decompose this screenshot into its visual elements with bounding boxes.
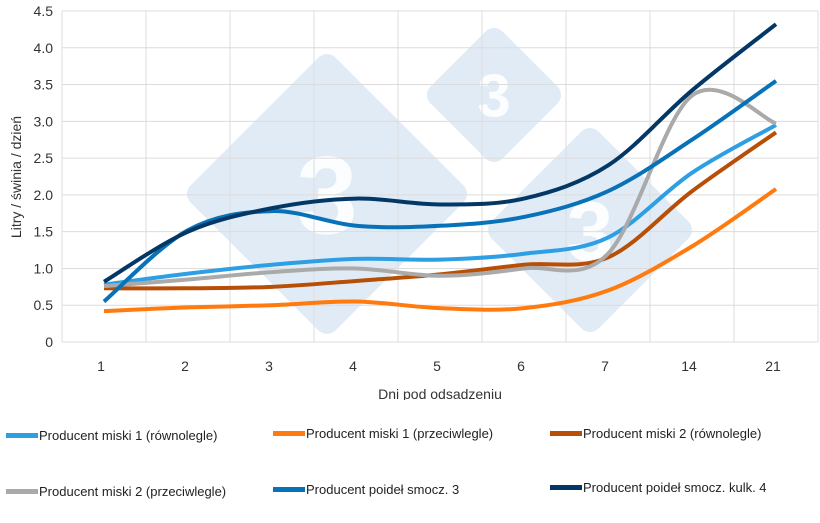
x-tick-label: 3 xyxy=(265,358,273,374)
legend-item[interactable]: Producent miski 1 (równolegle) xyxy=(6,428,217,443)
y-tick-label: 4.5 xyxy=(34,3,54,19)
legend-label: Producent miski 1 (przeciwlegle) xyxy=(306,426,494,441)
watermark-diamond: 3 xyxy=(426,27,562,162)
watermark-shape xyxy=(426,27,562,162)
legend-label: Producent poideł smocz. kulk. 4 xyxy=(583,480,767,495)
watermark-shape xyxy=(487,127,693,332)
grid xyxy=(61,10,819,343)
legend-item[interactable]: Producent poideł smocz. 3 xyxy=(273,482,459,497)
series-line-5 xyxy=(102,79,778,304)
series-line-6 xyxy=(102,22,778,284)
y-tick-label: 0.5 xyxy=(34,297,54,313)
legend-swatch xyxy=(550,431,582,436)
legend-item[interactable]: Producent poideł smocz. kulk. 4 xyxy=(550,480,767,495)
legend-label: Producent miski 2 (przeciwlegle) xyxy=(39,484,227,499)
series-line-4 xyxy=(103,87,777,289)
legend-swatch xyxy=(273,431,305,436)
y-tick-label: 1.0 xyxy=(34,260,54,276)
watermark-text: 3 xyxy=(477,63,510,130)
y-tick-label: 3.0 xyxy=(34,113,54,129)
y-axis-label: Litry / świnia / dzień xyxy=(8,116,24,238)
legend-label: Producent miski 2 (równolegle) xyxy=(583,426,762,441)
legend-swatch xyxy=(6,433,38,438)
x-tick-label: 21 xyxy=(765,358,781,374)
legend-label: Producent miski 1 (równolegle) xyxy=(39,428,218,443)
series-lines xyxy=(102,22,778,314)
y-tick-label: 1.5 xyxy=(34,224,54,240)
legend-swatch xyxy=(273,487,305,492)
x-tick-label: 2 xyxy=(181,358,189,374)
y-tick-label: 4.0 xyxy=(34,40,54,56)
legend-item[interactable]: Producent miski 2 (przeciwlegle) xyxy=(6,484,226,499)
y-tick-label: 2.5 xyxy=(34,150,54,166)
watermark-logo: 333 xyxy=(186,27,693,334)
x-tick-label: 4 xyxy=(349,358,357,374)
legend-item[interactable]: Producent miski 1 (przeciwlegle) xyxy=(273,426,493,441)
x-axis-ticks: 1 2 3 4 5 6 7 14 21 xyxy=(97,358,781,374)
legend-swatch xyxy=(550,485,582,490)
y-tick-label: 2.0 xyxy=(34,187,54,203)
y-axis-ticks: 0 0.5 1.0 1.5 2.0 2.5 3.0 3.5 4.0 4.5 xyxy=(34,3,54,350)
line-chart: 3 3 3 0 0.5 1.0 1.5 2.0 2.5 3.0 3.5 4.0 4.5 1 2 3 4 5 6 7… xyxy=(8,3,819,402)
watermark-text: 3 xyxy=(296,135,357,258)
x-axis-label: Dni pod odsadzeniu xyxy=(378,386,502,400)
legend-label: Producent poideł smocz. 3 xyxy=(306,482,460,497)
x-tick-label: 6 xyxy=(517,358,525,374)
legend-swatch xyxy=(6,489,38,494)
x-tick-label: 14 xyxy=(681,358,697,374)
legend-item[interactable]: Producent miski 2 (równolegle) xyxy=(550,426,761,441)
y-tick-label: 3.5 xyxy=(34,77,54,93)
x-tick-label: 1 xyxy=(97,358,105,374)
watermark-shape xyxy=(186,53,468,334)
x-tick-label: 5 xyxy=(433,358,441,374)
series-line-2 xyxy=(103,187,778,314)
y-tick-label: 0 xyxy=(45,334,53,350)
series-line-1 xyxy=(103,123,777,287)
watermark-diamond: 3 xyxy=(186,53,468,334)
x-tick-label: 7 xyxy=(601,358,609,374)
